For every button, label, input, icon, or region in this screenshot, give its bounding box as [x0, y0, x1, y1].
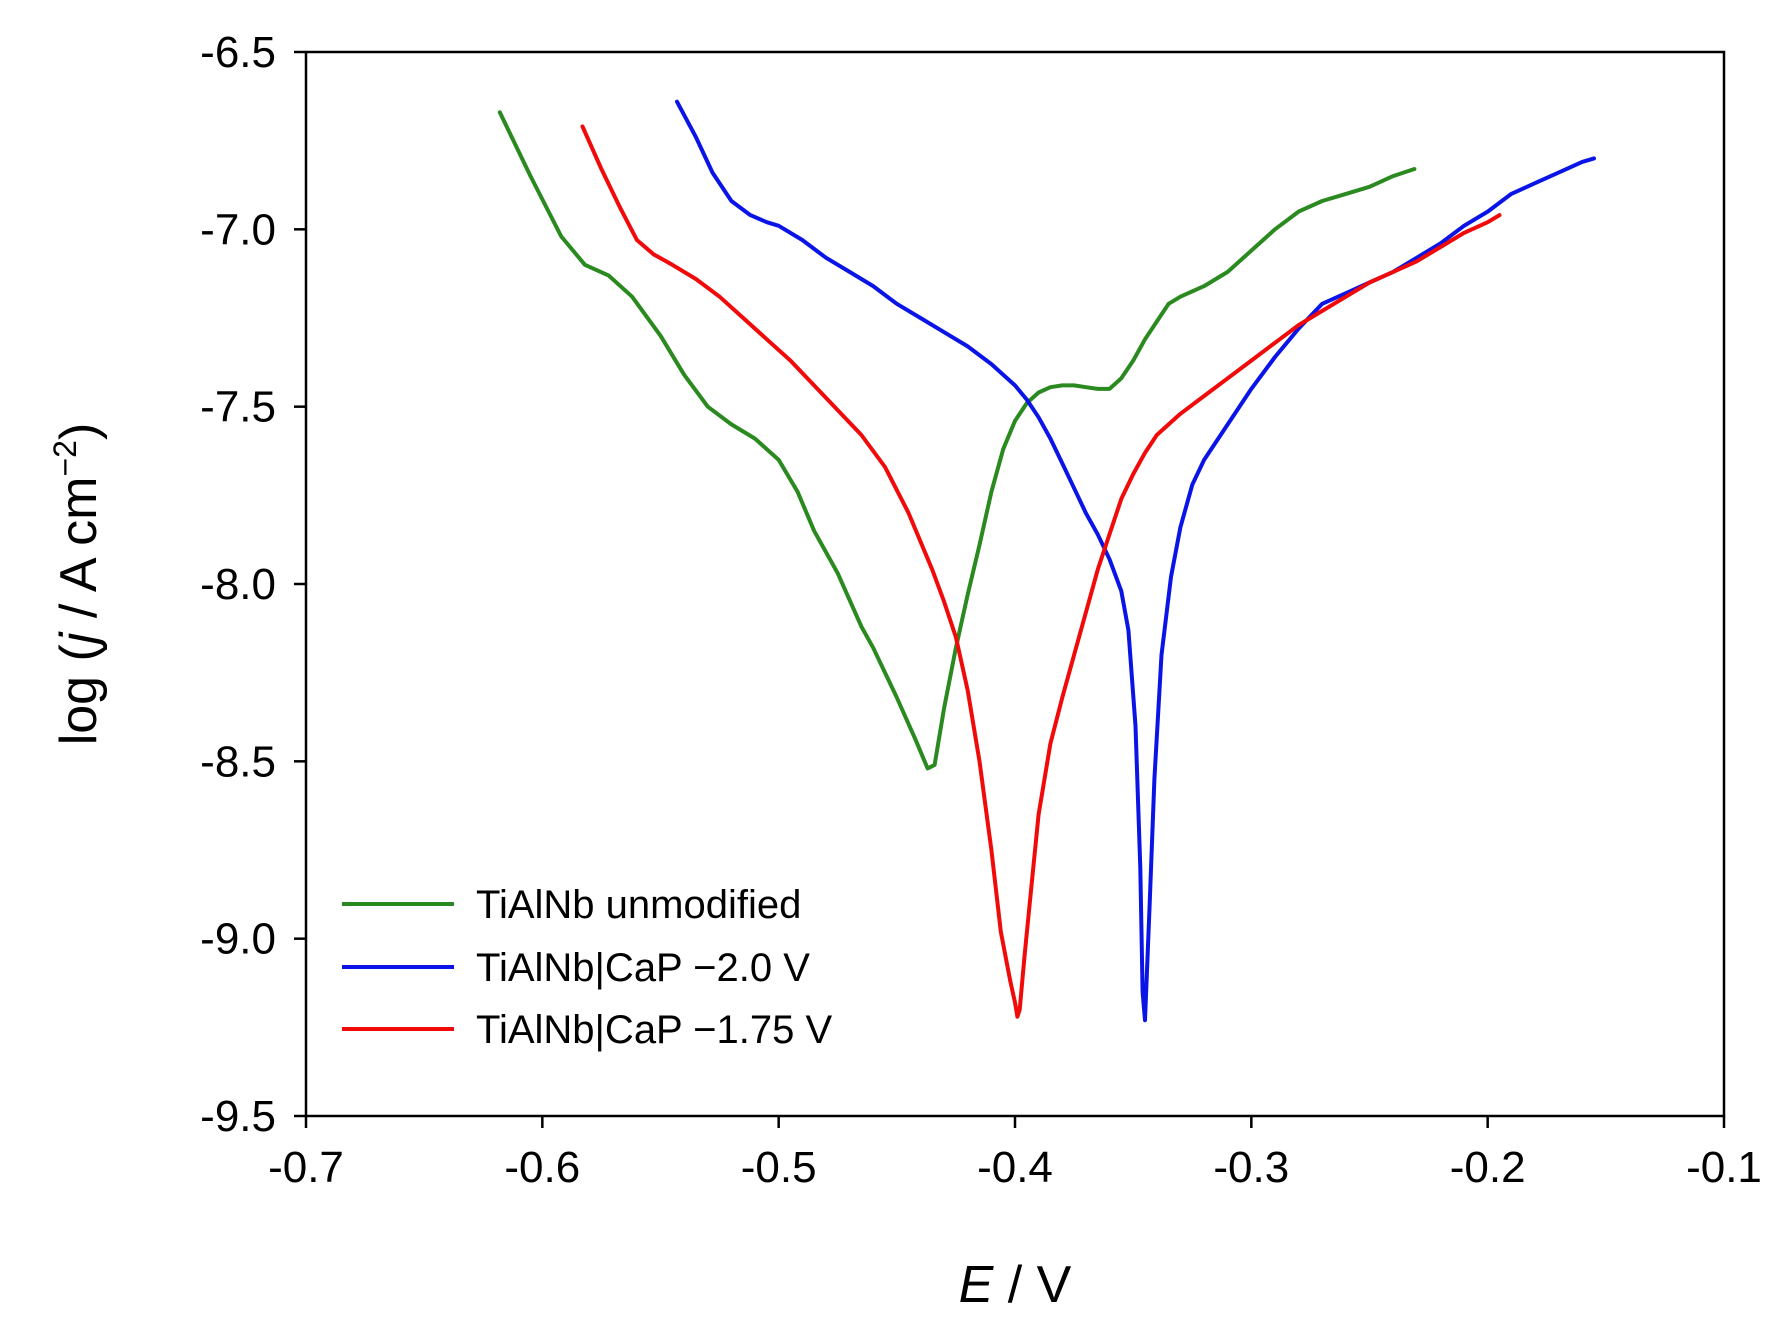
x-tick-label: -0.7 [268, 1143, 344, 1192]
x-tick-label: -0.3 [1213, 1143, 1289, 1192]
legend: TiAlNb unmodified TiAlNb|CaP −2.0 V TiAl… [342, 883, 832, 1052]
y-tick-label: -9.5 [200, 1092, 276, 1141]
x-tick-label: -0.5 [741, 1143, 817, 1192]
y-tick-label: -8.5 [200, 737, 276, 786]
legend-label-unmodified: TiAlNb unmodified [476, 883, 801, 927]
legend-label-cap-175v: TiAlNb|CaP −1.75 V [476, 1008, 832, 1052]
y-tick-label: -8.0 [200, 560, 276, 609]
y-tick-label: -7.0 [200, 205, 276, 254]
x-axis-ticks: -0.7 -0.6 -0.5 -0.4 -0.3 -0.2 -0.1 [268, 1116, 1762, 1192]
legend-label-cap-2v: TiAlNb|CaP −2.0 V [476, 946, 810, 990]
series-lines [497, 99, 1596, 1023]
series-line-cap-175v [580, 124, 1502, 1019]
y-axis-ticks: -6.5 -7.0 -7.5 -8.0 -8.5 -9.0 -9.5 [200, 28, 306, 1141]
y-axis-title: log (j / A cm−2) [47, 423, 108, 746]
x-tick-label: -0.1 [1686, 1143, 1762, 1192]
x-tick-label: -0.6 [504, 1143, 580, 1192]
y-tick-label: -9.0 [200, 915, 276, 964]
x-axis-title: E / V [959, 1256, 1072, 1314]
y-tick-label: -6.5 [200, 28, 276, 77]
y-tick-label: -7.5 [200, 383, 276, 432]
x-tick-label: -0.4 [977, 1143, 1053, 1192]
series-line-unmodified [497, 110, 1417, 771]
x-tick-label: -0.2 [1450, 1143, 1526, 1192]
